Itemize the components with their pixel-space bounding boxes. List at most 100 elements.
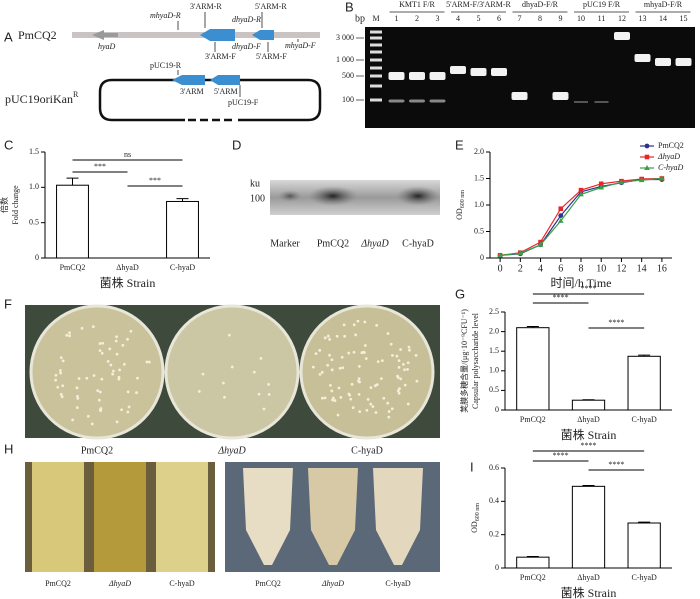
colony (328, 337, 332, 341)
colony (323, 396, 327, 400)
y-tick-label: 1.0 (29, 182, 39, 191)
colony (406, 402, 410, 406)
colony (77, 377, 81, 380)
point (598, 181, 604, 187)
point (659, 175, 665, 181)
primer-label: mhyaD-R (150, 11, 181, 20)
colony (354, 333, 358, 337)
primer-label: dhyaD-F (232, 42, 261, 51)
blot-lane: Marker (270, 238, 300, 249)
lane-label: 5 (477, 14, 481, 23)
colony (328, 353, 331, 357)
y-label-sub: 600 nm (460, 190, 466, 209)
colony (357, 377, 361, 381)
lane-label: 3 (436, 14, 440, 23)
x-tick-label: 8 (579, 263, 584, 274)
lane-label: 7 (518, 14, 522, 23)
colony (376, 360, 380, 364)
error-bar (526, 326, 539, 328)
significance-label: **** (581, 441, 597, 450)
x-tick-label: C-hyaD (632, 573, 658, 582)
colony (201, 372, 205, 376)
blot-lane: C-hyaD (402, 238, 434, 249)
colony (351, 406, 355, 410)
colony (360, 351, 364, 355)
y-label-line: Capsular polysaccharide level (471, 312, 480, 409)
y-label: 倍数 Fold change (0, 185, 20, 225)
error-bar (176, 198, 189, 202)
gel-band (409, 99, 425, 103)
blot-band (278, 190, 302, 202)
blot-band (308, 186, 358, 206)
y-label-text: OD (455, 208, 464, 220)
point (598, 184, 605, 190)
colony (352, 323, 356, 327)
colony (59, 393, 63, 396)
primer-label: dhyaD-R (232, 15, 261, 24)
lane-label: 14 (659, 14, 667, 23)
y-label-text: 倍数 (0, 197, 9, 213)
ladder-band (370, 84, 382, 88)
x-tick-label: ΔhyaD (577, 573, 600, 582)
colony (76, 395, 79, 398)
primer-label: 3'ARM-R (190, 2, 222, 11)
colony (127, 405, 131, 409)
significance-label: *** (149, 176, 161, 185)
colony (314, 352, 318, 356)
group-label: KMT1 F/R (399, 0, 435, 9)
y-tick-label: 0.5 (474, 226, 484, 235)
colony (358, 410, 362, 414)
plate-label: PmCQ2 (81, 445, 113, 456)
colony (59, 356, 63, 360)
colony (259, 357, 263, 360)
gene-label: hyaD (98, 42, 116, 51)
colony (91, 325, 95, 328)
colony (96, 389, 100, 393)
panel-label: E (455, 137, 464, 152)
blot-size: 100 (250, 193, 265, 204)
y-tick-label: 0.4 (489, 496, 499, 505)
colony (92, 374, 96, 377)
blot-lane: ΔhyaD (360, 238, 389, 249)
colony (115, 420, 119, 424)
colony (331, 396, 335, 400)
point (558, 213, 564, 219)
lane-label: 12 (618, 14, 626, 23)
significance-label: **** (553, 451, 569, 460)
primer-label: 5'ARM-F (256, 52, 287, 61)
colony (399, 377, 403, 381)
significance-label: **** (553, 293, 569, 302)
gel-band (552, 92, 569, 100)
colony (97, 398, 101, 402)
y-label-text: Fold change (11, 185, 20, 225)
size-label: 3 000 (336, 33, 354, 42)
plasmid-name: pUC19oriKan (5, 92, 73, 106)
bar (571, 399, 606, 411)
gel-band (634, 54, 651, 62)
colony (363, 320, 367, 324)
colony (100, 351, 104, 355)
colony (108, 347, 112, 351)
bar (516, 556, 550, 569)
gel-unit: bp (355, 13, 365, 24)
colony (414, 353, 418, 357)
x-tick-label: 4 (538, 263, 543, 274)
colony (101, 341, 105, 345)
error-bar (526, 556, 539, 558)
colony (347, 351, 351, 355)
primer-label: mhyaD-F (285, 41, 316, 50)
ladder-band (370, 58, 382, 62)
colony (389, 342, 393, 346)
gel-band (614, 32, 630, 40)
colony (386, 332, 390, 335)
colony (380, 359, 384, 363)
x-tick-label: ΔhyaD (116, 263, 139, 272)
error-bar (582, 485, 595, 487)
colony (395, 354, 399, 358)
plate-label: C-hyaD (351, 445, 383, 456)
colony (118, 368, 122, 372)
x-label: 时间/h Time (550, 276, 611, 290)
x-tick-label: ΔhyaD (577, 415, 600, 424)
colony (59, 371, 63, 375)
gel-band (574, 101, 588, 103)
